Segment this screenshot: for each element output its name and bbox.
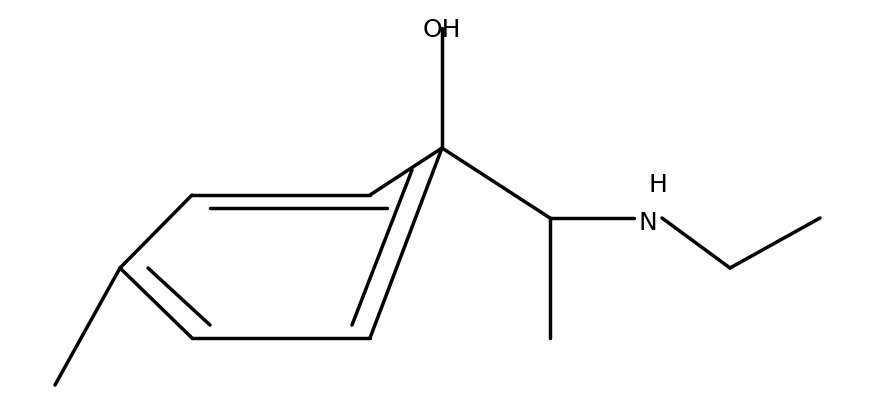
Text: N: N <box>638 211 658 235</box>
Text: OH: OH <box>423 18 461 42</box>
Text: H: H <box>649 173 667 197</box>
